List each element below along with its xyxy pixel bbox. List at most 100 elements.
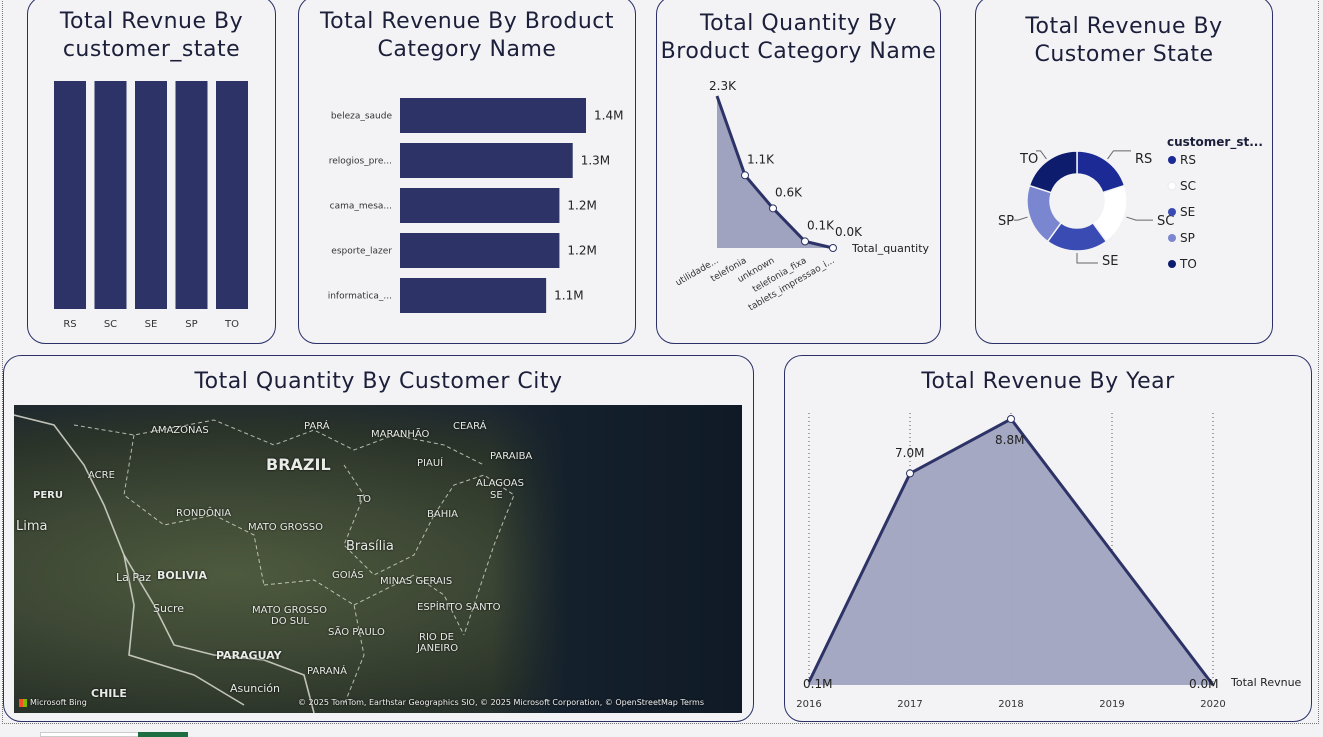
bar-category (400, 233, 560, 268)
card-quantity-by-category[interactable]: Total Quantity By Broduct Category Name … (656, 0, 941, 344)
series-label: Total Revnue (1230, 676, 1302, 689)
donut-slice-to (1028, 150, 1078, 194)
x-tick-label: 2019 (1099, 699, 1124, 710)
card-title: Total Revenue By Broduct Category Name (319, 9, 615, 62)
map-label-paraiba: PARAIBA (490, 451, 533, 462)
x-tick-label: 2018 (998, 699, 1023, 710)
data-label: 1.2M (567, 199, 596, 213)
category-label: cama_mesa... (330, 202, 392, 212)
map-label-chile: CHILE (91, 687, 127, 700)
map-label-rio-2: JANEIRO (417, 643, 459, 654)
card-revenue-by-state-donut[interactable]: Total Revenue By Customer State RS SC SE SP… (975, 0, 1273, 344)
data-label: 0.6K (775, 185, 803, 199)
bar-category (400, 143, 573, 178)
data-label: 1.3M (581, 154, 610, 168)
series-label: Total_quantity (851, 242, 930, 255)
card-title: Total Revenue By Year (921, 369, 1175, 394)
map-label-mato-grosso-sul-1: MATO GROSSO (252, 605, 327, 616)
map-label-alagoas: ALAGOAS (476, 478, 524, 489)
bar-rs (54, 81, 86, 309)
legend-entry: SC (1180, 179, 1196, 193)
map-label-lima: Lima (16, 519, 48, 534)
data-label: 0.0M (1189, 677, 1218, 691)
card-title: Total Quantity By Customer City (194, 369, 563, 394)
leader-line (1107, 150, 1131, 160)
x-tick-label: SC (104, 319, 117, 330)
data-point (829, 244, 837, 252)
map-label-minas-gerais: MINAS GERAIS (380, 576, 453, 587)
data-point (801, 237, 809, 246)
map-label-piaui: PIAUÍ (417, 458, 444, 469)
slice-label: TO (1019, 152, 1038, 167)
x-tick-label: SE (145, 319, 158, 330)
map-label-sao-paulo: SÃO PAULO (328, 627, 385, 638)
legend-marker (1167, 181, 1177, 191)
data-label: 1.2M (567, 244, 596, 258)
map-label-para: PARÁ (304, 421, 330, 432)
x-tick-label: 2016 (796, 699, 821, 710)
area-fill (809, 419, 1213, 685)
map-label-peru: PERU (33, 490, 63, 501)
map-label-brasilia: Brasília (346, 539, 394, 554)
data-label: 0.1M (803, 677, 832, 691)
category-label: esporte_lazer (331, 247, 392, 257)
bar-category (400, 188, 560, 223)
bar-to (216, 81, 248, 309)
data-label: 7.0M (895, 446, 924, 460)
category-label: relogios_pre... (329, 157, 392, 167)
dashboard-frame (2, 0, 1319, 724)
map-label-parana: PARANÁ (307, 666, 347, 677)
slice-label: SP (998, 214, 1014, 229)
map-borders (14, 414, 515, 713)
map-attribution[interactable]: © 2025 TomTom, Earthstar Geographics SIO… (298, 698, 704, 707)
card-revenue-by-category[interactable]: Total Revenue By Broduct Category Name b… (298, 0, 636, 344)
map-label-goias: GOIÁS (332, 570, 364, 581)
card-title: Total Revnue By customer_state (59, 9, 244, 62)
leader-line (1014, 216, 1028, 221)
category-label: beleza_saude (331, 112, 393, 122)
card-quantity-by-city-map[interactable]: Total Quantity By Customer City AMAZONAS… (3, 355, 754, 722)
map-view[interactable]: AMAZONAS PARÁ MARANHÃO CEARÁ BRAZIL PIAU… (14, 405, 742, 713)
bar-category (400, 98, 586, 133)
data-label: 0.0K (835, 225, 863, 239)
map-label-to: TO (357, 494, 371, 505)
page-tab[interactable] (40, 732, 140, 737)
legend-marker (1168, 208, 1176, 216)
map-label-acre: ACRE (88, 470, 115, 481)
x-tick-label: 2017 (897, 699, 922, 710)
bar-sp (175, 81, 208, 309)
slice-label: SC (1157, 214, 1174, 229)
bar-category (400, 278, 547, 313)
legend-title: customer_st... (1167, 135, 1263, 150)
map-label-espirito-santo: ESPÍRITO SANTO (417, 602, 501, 613)
data-label: 2.3K (709, 79, 737, 93)
map-label-bolivia: BOLIVIA (157, 569, 207, 582)
legend-entry: SE (1180, 205, 1195, 219)
card-revenue-by-state-bar[interactable]: Total Revnue By customer_state RS SC SE SP T… (27, 0, 276, 344)
x-tick-label: TO (224, 319, 239, 330)
card-title: Total Quantity By Broduct Category Name (660, 11, 937, 64)
x-tick-label: SP (185, 319, 197, 330)
state-bar-chart: RS SC SE SP TO (54, 81, 248, 330)
quantity-area-chart: 2.3Kutilidade...1.1Ktelefonia0.6Kunknown… (674, 79, 930, 313)
leader-line (1126, 216, 1153, 221)
data-point (741, 171, 749, 180)
map-ocean (492, 405, 742, 713)
map-label-la-paz: La Paz (116, 571, 152, 584)
legend-entry: TO (1179, 257, 1197, 271)
category-label: informatica_... (328, 292, 392, 302)
card-revenue-by-year[interactable]: Total Revenue By Year 2016 2017 2018 2019 20… (784, 355, 1312, 722)
map-label-rio-1: RIO DE (419, 632, 454, 643)
category-bar-chart: beleza_saude 1.4M relogios_pre... 1.3M cama_… (328, 98, 623, 313)
page-tab-active[interactable] (138, 732, 188, 737)
legend-marker (1168, 156, 1176, 164)
card-title: Total Revenue By Customer State (1025, 14, 1223, 67)
map-label-bahia: BAHIA (427, 509, 459, 520)
x-tick-label: 2020 (1200, 699, 1225, 710)
bar-sc (94, 81, 127, 309)
legend-entry: SP (1180, 231, 1195, 245)
year-area-chart: 2016 2017 2018 2019 2020 0.1M 7.0M 8.8M 0.0M Tota… (796, 413, 1302, 710)
map-label-amazonas: AMAZONAS (151, 425, 209, 436)
map-label-sucre: Sucre (153, 602, 185, 615)
data-label: 1.4M (594, 109, 623, 123)
